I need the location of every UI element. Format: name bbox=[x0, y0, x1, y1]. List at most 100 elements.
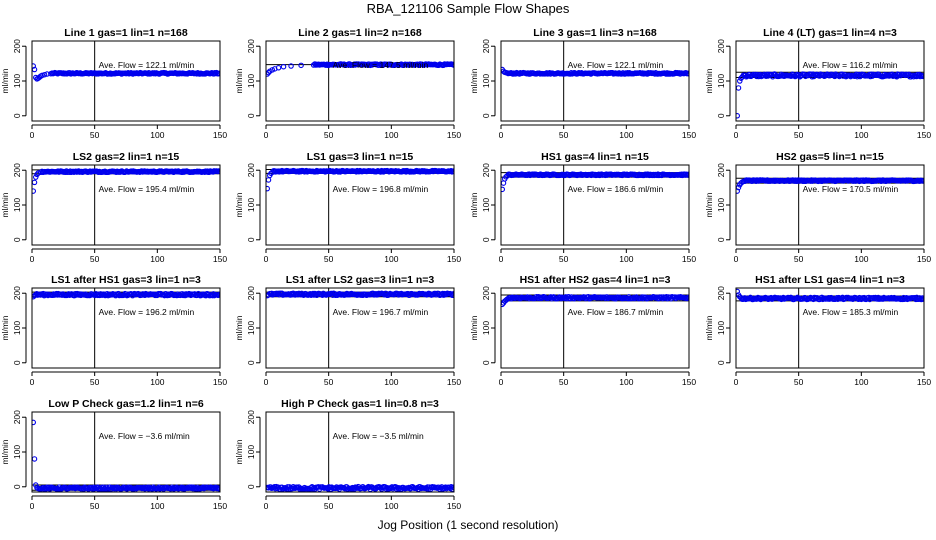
y-tick-label: 100 bbox=[12, 321, 22, 335]
x-tick-label: 50 bbox=[324, 377, 334, 387]
x-axis: 0 50 100 150 bbox=[734, 248, 931, 264]
x-tick-label: 100 bbox=[854, 130, 868, 140]
x-tick-label: 50 bbox=[90, 501, 100, 511]
x-tick-label: 100 bbox=[619, 254, 633, 264]
x-tick-label: 100 bbox=[150, 254, 164, 264]
plot-area bbox=[501, 165, 689, 245]
data-point bbox=[737, 78, 743, 84]
y-axis: 0 100 200 bbox=[246, 286, 261, 365]
x-tick-label: 0 bbox=[264, 377, 269, 387]
y-axis-label: ml/min bbox=[0, 68, 10, 93]
x-tick-label: 150 bbox=[213, 377, 227, 387]
y-tick-label: 100 bbox=[716, 198, 726, 212]
data-point bbox=[212, 70, 219, 77]
y-tick-label: 100 bbox=[246, 74, 256, 88]
y-tick-label: 200 bbox=[12, 163, 22, 177]
y-tick-label: 100 bbox=[246, 198, 256, 212]
y-tick-label: 200 bbox=[246, 410, 256, 424]
x-tick-label: 0 bbox=[264, 501, 269, 511]
average-flow-annotation: Ave. Flow = 195.4 ml/min bbox=[99, 184, 195, 194]
plot-frame bbox=[31, 164, 221, 246]
y-tick-label: 100 bbox=[12, 74, 22, 88]
average-flow-annotation: Ave. Flow = 196.2 ml/min bbox=[99, 307, 195, 317]
panel-title: HS1 gas=4 lin=1 n=15 bbox=[541, 151, 649, 163]
x-tick-label: 100 bbox=[150, 501, 164, 511]
y-tick-label: 200 bbox=[12, 286, 22, 300]
data-point bbox=[33, 482, 39, 488]
average-flow-annotation: Ave. Flow = 186.7 ml/min bbox=[568, 307, 664, 317]
x-tick-label: 150 bbox=[682, 130, 696, 140]
figure-x-axis-label: Jog Position (1 second resolution) bbox=[377, 518, 559, 532]
panel-title: Line 1 gas=1 lin=1 n=168 bbox=[64, 27, 188, 39]
panel-6: LS1 gas=3 lin=1 n=15 ml/min 0 100 200 0 50 100 1… bbox=[234, 151, 461, 264]
x-tick-label: 0 bbox=[30, 254, 35, 264]
x-tick-label: 100 bbox=[384, 377, 398, 387]
data-point bbox=[217, 486, 220, 492]
average-flow-annotation: Ave. Flow = 147.5 ml/min bbox=[333, 60, 429, 70]
y-axis-label: ml/min bbox=[234, 315, 244, 340]
x-tick-label: 0 bbox=[30, 377, 35, 387]
x-tick-label: 0 bbox=[30, 501, 35, 511]
panel-title: HS1 after HS2 gas=4 lin=1 n=3 bbox=[520, 274, 671, 286]
panel-12: HS1 after LS1 gas=4 lin=1 n=3 ml/min 0 100 2… bbox=[704, 274, 931, 387]
panel-1: Line 1 gas=1 lin=1 n=168 ml/min 0 100 200 0 50… bbox=[0, 27, 227, 140]
y-tick-label: 200 bbox=[12, 39, 22, 53]
plot-area bbox=[32, 165, 220, 245]
plot-area bbox=[501, 41, 689, 121]
x-tick-label: 50 bbox=[90, 254, 100, 264]
y-axis: 0 100 200 bbox=[716, 39, 731, 118]
y-tick-label: 200 bbox=[12, 410, 22, 424]
x-axis: 0 50 100 150 bbox=[264, 248, 461, 264]
plot-area bbox=[266, 412, 454, 492]
data-point bbox=[920, 178, 924, 184]
y-axis-label: ml/min bbox=[0, 315, 10, 340]
data-point bbox=[685, 171, 689, 178]
data-point bbox=[920, 296, 924, 302]
y-axis-label: ml/min bbox=[704, 315, 714, 340]
y-tick-label: 100 bbox=[716, 74, 726, 88]
y-axis-label: ml/min bbox=[234, 439, 244, 464]
y-tick-label: 200 bbox=[481, 286, 491, 300]
data-point bbox=[187, 484, 193, 490]
x-tick-label: 50 bbox=[324, 501, 334, 511]
panel-title: High P Check gas=1 lin=0.8 n=3 bbox=[281, 398, 439, 410]
y-axis-label: ml/min bbox=[469, 68, 479, 93]
data-point bbox=[450, 61, 454, 68]
data-point bbox=[33, 174, 39, 180]
data-point bbox=[736, 85, 742, 91]
panel-8: HS2 gas=5 lin=1 n=15 ml/min 0 100 200 0 50 100 1… bbox=[704, 151, 931, 264]
y-axis: 0 100 200 bbox=[716, 286, 731, 365]
x-axis: 0 50 100 150 bbox=[734, 124, 931, 140]
x-tick-label: 0 bbox=[499, 377, 504, 387]
x-tick-label: 50 bbox=[559, 377, 569, 387]
x-tick-label: 100 bbox=[854, 254, 868, 264]
x-tick-label: 0 bbox=[264, 130, 269, 140]
x-tick-label: 100 bbox=[150, 130, 164, 140]
y-axis: 0 100 200 bbox=[481, 39, 496, 118]
x-axis: 0 50 100 150 bbox=[499, 124, 696, 140]
panel-title: LS1 gas=3 lin=1 n=15 bbox=[307, 151, 414, 163]
plot-frame bbox=[31, 40, 221, 122]
x-tick-label: 50 bbox=[324, 254, 334, 264]
y-tick-label: 0 bbox=[246, 360, 256, 365]
panel-title: Line 3 gas=1 lin=3 n=168 bbox=[533, 27, 657, 39]
y-tick-label: 0 bbox=[481, 113, 491, 118]
data-point bbox=[151, 70, 158, 76]
panel-title: HS2 gas=5 lin=1 n=15 bbox=[776, 151, 884, 163]
x-axis: 0 50 100 150 bbox=[499, 371, 696, 387]
y-tick-label: 100 bbox=[716, 321, 726, 335]
x-tick-label: 0 bbox=[499, 130, 504, 140]
y-axis: 0 100 200 bbox=[246, 163, 261, 242]
y-tick-label: 100 bbox=[481, 198, 491, 212]
plot-area bbox=[501, 288, 689, 368]
y-tick-label: 0 bbox=[12, 113, 22, 118]
panel-7: HS1 gas=4 lin=1 n=15 ml/min 0 100 200 0 50 100 1… bbox=[469, 151, 696, 264]
x-tick-label: 150 bbox=[447, 501, 461, 511]
plot-area bbox=[736, 165, 924, 245]
average-flow-annotation: Ave. Flow = 170.5 ml/min bbox=[803, 184, 899, 194]
average-flow-annotation: Ave. Flow = 122.1 ml/min bbox=[568, 60, 664, 70]
plot-area bbox=[32, 288, 220, 368]
data-point bbox=[32, 419, 37, 426]
panel-11: HS1 after HS2 gas=4 lin=1 n=3 ml/min 0 100 2… bbox=[469, 274, 696, 387]
plot-frame bbox=[735, 40, 925, 122]
